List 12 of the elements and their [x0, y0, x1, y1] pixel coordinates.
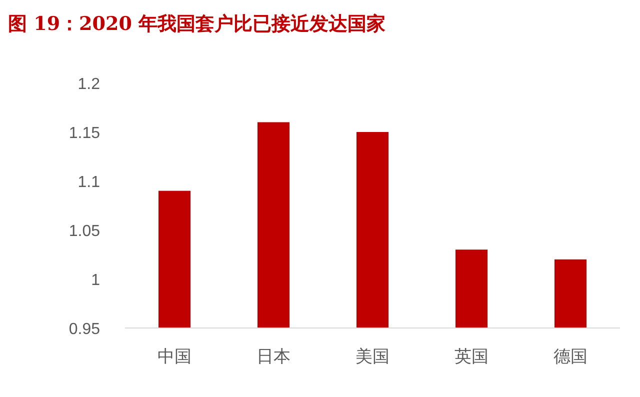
y-tick-label: 1 — [91, 272, 100, 289]
x-tick-label: 中国 — [158, 347, 192, 367]
y-tick-label: 1.05 — [68, 223, 100, 240]
y-tick-label: 0.95 — [68, 321, 100, 338]
x-tick-label: 日本 — [256, 347, 290, 367]
y-tick-label: 1.15 — [68, 125, 100, 142]
x-tick-label: 美国 — [356, 347, 390, 367]
y-tick-label: 1.1 — [78, 174, 100, 191]
x-tick-label: 德国 — [554, 347, 588, 367]
y-tick-label: 1.2 — [78, 76, 100, 93]
x-tick-label: 英国 — [454, 347, 488, 367]
chart-title: 图 19：2020 年我国套户比已接近发达国家 — [8, 13, 386, 35]
